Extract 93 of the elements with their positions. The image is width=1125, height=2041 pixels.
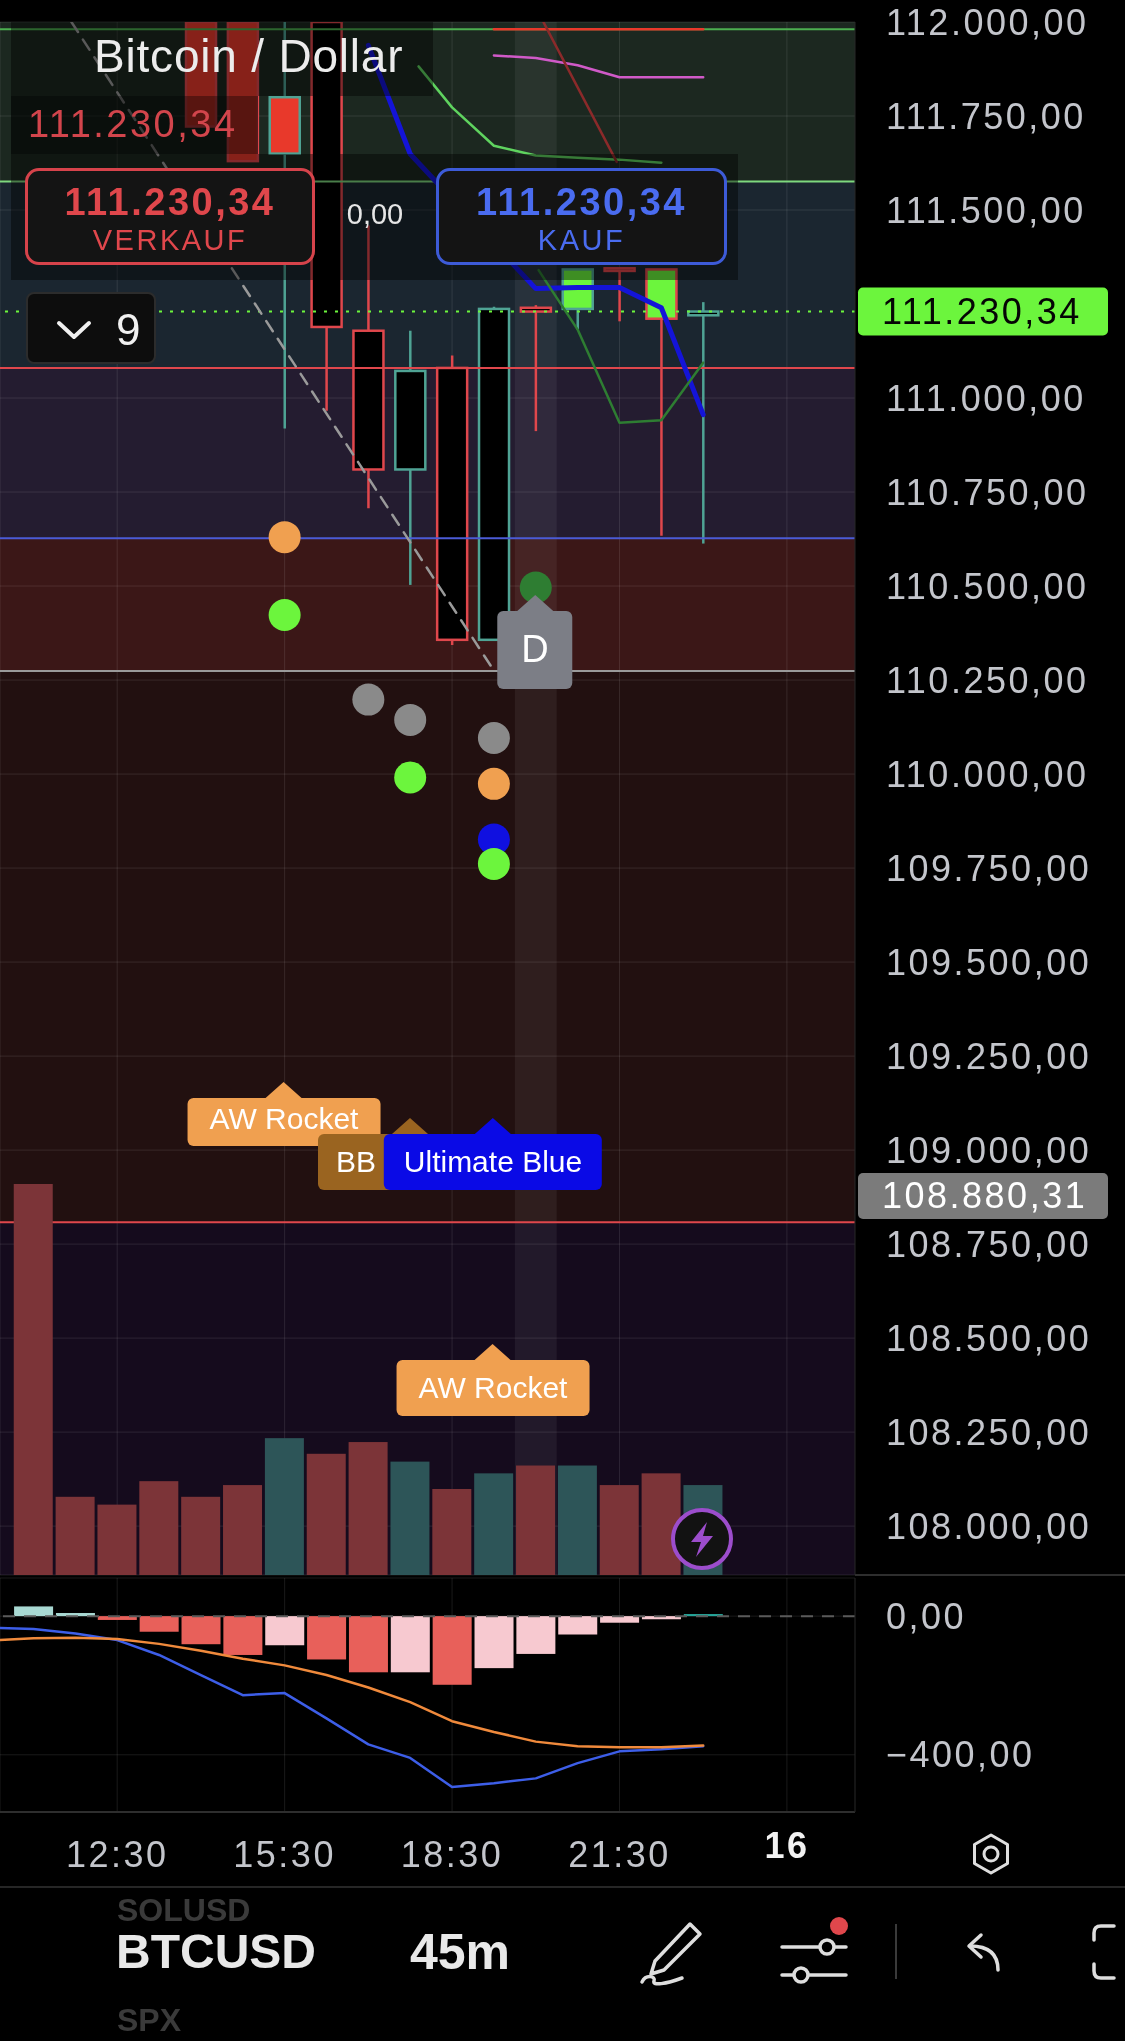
annotation: 0,00 <box>345 198 405 230</box>
bar <box>264 1438 304 1575</box>
annotation: 111.230,34 <box>63 181 277 223</box>
y-tick-label: 110.250,00 <box>886 659 1089 701</box>
point <box>394 761 427 794</box>
y-tick-label: 111.750,00 <box>886 95 1086 137</box>
text: BTCUSD <box>116 1925 316 1978</box>
annotation: VERKAUF <box>91 224 249 256</box>
bar <box>55 1496 95 1575</box>
bar <box>348 1442 388 1575</box>
annotation: D <box>497 611 573 689</box>
y-tick-label: 109.250,00 <box>886 1035 1092 1077</box>
buy-button: 111.230,34 KAUF <box>436 168 727 265</box>
annotation: AW Rocket <box>396 1360 590 1416</box>
point <box>477 721 510 754</box>
point <box>352 683 385 716</box>
bar <box>432 1488 472 1575</box>
y-tick-label: 109.500,00 <box>886 941 1092 983</box>
y-tick-label: 111.500,00 <box>886 189 1086 231</box>
bar <box>474 1616 514 1669</box>
point <box>268 599 301 631</box>
callout: D <box>497 595 573 689</box>
bar <box>306 1453 346 1575</box>
text: 45m <box>410 1924 511 1980</box>
annotation: 9 <box>116 305 141 354</box>
bar <box>348 1616 388 1673</box>
y-tick-label: 110.750,00 <box>886 471 1089 513</box>
bar <box>13 1184 53 1575</box>
y-tick-label: 109.000,00 <box>886 1129 1092 1171</box>
bar <box>139 1481 179 1575</box>
line-series <box>0 1636 705 1749</box>
annotation: BB <box>336 1145 377 1178</box>
point <box>268 521 301 554</box>
y-tick-label: 108.750,00 <box>886 1223 1092 1265</box>
x-tick-label: 12:30 <box>65 1833 169 1875</box>
bar <box>474 1473 514 1575</box>
y-tick-label: 112.000,00 <box>886 1 1089 43</box>
point <box>394 703 427 736</box>
bar <box>97 1504 137 1575</box>
y-tick-label: 110.000,00 <box>886 753 1089 795</box>
bar <box>390 1616 430 1673</box>
y-tick-label: 108.000,00 <box>886 1505 1092 1547</box>
bar <box>599 1485 639 1575</box>
text: SOLUSD <box>117 1892 251 1928</box>
callout: Ultimate Blue <box>383 1118 603 1190</box>
bar <box>181 1496 221 1575</box>
bar <box>223 1485 263 1575</box>
sell-button: 111.230,34 VERKAUF <box>25 168 315 265</box>
text: 111.230,34 <box>28 103 238 145</box>
bar <box>516 1616 556 1654</box>
y-tick-label: 0,00 <box>886 1595 967 1637</box>
x-tick-label: 15:30 <box>233 1833 336 1875</box>
text: 16 <box>764 1825 810 1866</box>
text: 108.880,31 <box>858 1173 1108 1219</box>
bar <box>558 1616 598 1635</box>
y-tick-label: 108.500,00 <box>886 1317 1092 1359</box>
bar <box>139 1616 179 1632</box>
annotation: Ultimate Blue <box>383 1134 603 1190</box>
bar <box>181 1616 221 1645</box>
y-tick-label: 109.750,00 <box>886 847 1092 889</box>
annotation: KAUF <box>536 224 627 256</box>
callout: AW Rocket <box>396 1344 590 1416</box>
chart-title: Bitcoin / Dollar <box>94 30 404 82</box>
bar <box>265 1616 305 1646</box>
x-tick-label: 21:30 <box>568 1833 671 1875</box>
dropdown-button: 9 <box>26 292 156 364</box>
annotation: 111.230,34 <box>475 181 688 223</box>
callout: AW Rocket <box>187 1082 381 1146</box>
bar <box>390 1461 430 1575</box>
y-tick-label: 110.500,00 <box>886 565 1089 607</box>
line-series <box>492 54 705 79</box>
bar <box>600 1616 640 1623</box>
bar <box>432 1616 472 1685</box>
text: SPX <box>117 2002 182 2038</box>
bar <box>557 1465 597 1575</box>
line-series <box>537 268 705 425</box>
bar <box>223 1616 263 1655</box>
candlestick <box>687 300 720 545</box>
bar <box>14 1606 54 1617</box>
bar <box>516 1465 556 1575</box>
bar <box>307 1616 347 1660</box>
y-tick-label: −400,00 <box>886 1734 1035 1776</box>
point <box>477 767 510 800</box>
candlestick <box>603 267 636 323</box>
ref-line-label: 111.230,34 <box>882 290 1082 332</box>
line-series <box>0 1626 705 1789</box>
point <box>519 571 552 604</box>
point <box>477 847 510 880</box>
line-series <box>417 65 663 164</box>
annotation: AW Rocket <box>187 1098 381 1146</box>
y-tick-label: 108.250,00 <box>886 1411 1092 1453</box>
x-tick-label: 18:30 <box>400 1833 504 1875</box>
y-tick-label: 111.000,00 <box>886 377 1086 419</box>
